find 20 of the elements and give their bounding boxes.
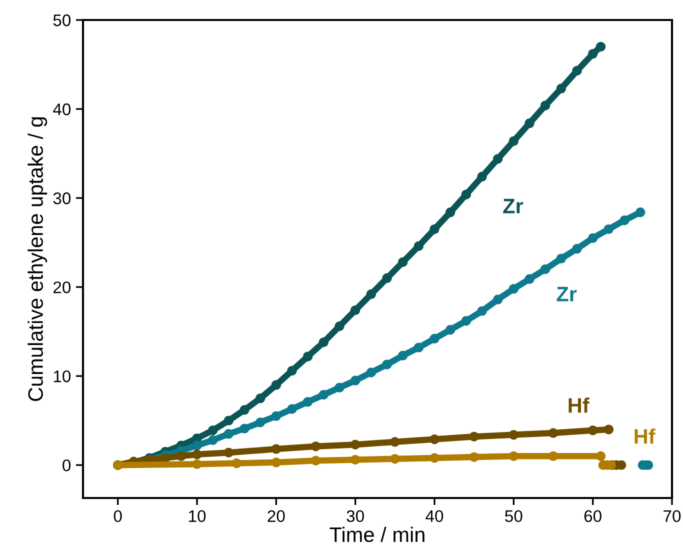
x-tick-label: 20: [268, 510, 285, 522]
series-label: Zr: [556, 286, 577, 302]
y-tick-label: 20: [53, 281, 71, 294]
x-tick-label: 70: [664, 510, 681, 522]
x-tick-label: 30: [346, 510, 364, 522]
series-label: Hf: [568, 397, 590, 413]
y-tick-label: 0: [62, 459, 71, 472]
series-label: Hf: [634, 428, 656, 444]
x-tick-label: 40: [426, 510, 444, 522]
y-tick-label: 40: [53, 103, 71, 116]
y-tick-label: 30: [53, 192, 71, 204]
series-label: Zr: [503, 198, 524, 214]
y-axis-title: Cumulative ethylene uptake / g: [28, 117, 48, 401]
y-tick-label: 10: [54, 370, 71, 382]
x-tick-label: 50: [505, 510, 522, 522]
x-tick-label: 10: [189, 510, 206, 522]
y-tick-label: 50: [53, 14, 71, 26]
x-tick-label: 0: [114, 510, 122, 522]
x-tick-label: 60: [584, 510, 602, 522]
x-axis-title: Time / min: [330, 526, 424, 542]
